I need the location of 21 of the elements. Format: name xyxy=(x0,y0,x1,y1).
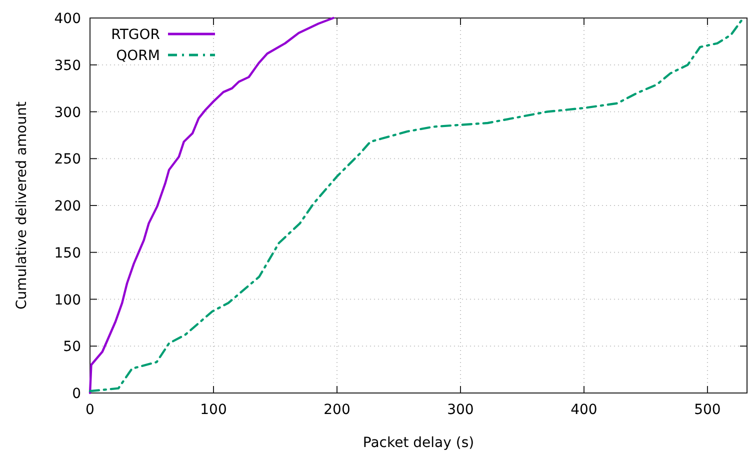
y-tick-label: 300 xyxy=(54,104,81,121)
x-tick-label: 0 xyxy=(86,402,94,418)
y-axis-title: Cumulative delivered amount xyxy=(14,101,30,310)
y-tick-label: 250 xyxy=(54,152,81,168)
y-tick-label: 200 xyxy=(54,198,81,214)
legend-label: RTGOR xyxy=(111,27,160,43)
line-series xyxy=(88,16,744,392)
y-tick-label: 100 xyxy=(54,292,81,308)
x-tick-label: 300 xyxy=(447,402,474,418)
x-tick-label: 200 xyxy=(324,402,350,418)
x-tick-label: 100 xyxy=(200,402,227,418)
x-tick-label: 400 xyxy=(570,402,598,418)
y-tick-label: 400 xyxy=(54,11,81,27)
y-tick-label: 50 xyxy=(63,339,81,356)
y-tick-label: 150 xyxy=(54,245,81,262)
y-tick-label: 0 xyxy=(72,386,81,402)
x-axis-title: Packet delay (s) xyxy=(362,435,474,451)
line-series xyxy=(88,16,334,394)
x-tick-label: 500 xyxy=(694,402,721,418)
legend-label: QORM xyxy=(116,48,160,64)
y-tick-label: 350 xyxy=(54,58,81,74)
